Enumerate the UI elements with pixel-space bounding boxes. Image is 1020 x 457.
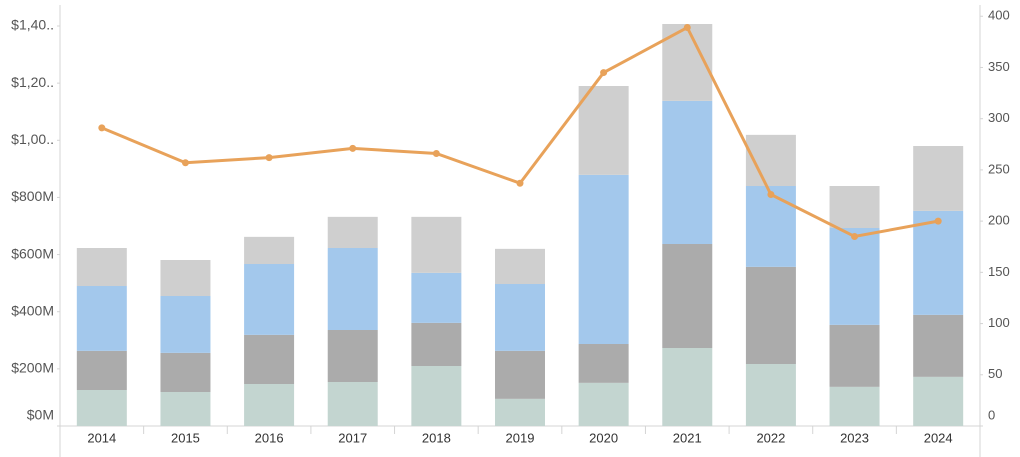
y-tick-label: $0M bbox=[27, 407, 54, 423]
line-point bbox=[767, 190, 775, 198]
bar-segment bbox=[578, 86, 629, 175]
bar-segment bbox=[244, 236, 295, 264]
bar-segment bbox=[829, 186, 880, 228]
bar-segment bbox=[160, 296, 211, 353]
bar-segment bbox=[76, 248, 127, 286]
bar-segment bbox=[160, 352, 211, 392]
line-point bbox=[600, 69, 608, 77]
line-point bbox=[349, 144, 357, 152]
bar-segment bbox=[244, 384, 295, 426]
bar-segment bbox=[662, 348, 713, 426]
x-tick-label: 2017 bbox=[338, 430, 367, 445]
y-tick-label: $400M bbox=[11, 302, 54, 318]
x-tick-label: 2019 bbox=[506, 430, 535, 445]
bar-segment bbox=[745, 364, 796, 426]
bar-segment bbox=[327, 216, 378, 248]
line-point bbox=[265, 154, 273, 162]
bar-segment bbox=[662, 244, 713, 348]
bar-segment bbox=[495, 398, 545, 426]
bar-segment bbox=[76, 350, 127, 390]
x-tick-label: 2016 bbox=[255, 430, 284, 445]
bar-segment bbox=[327, 248, 378, 330]
bar-segment bbox=[829, 228, 880, 325]
bar-segment bbox=[327, 382, 378, 426]
bar-segment bbox=[495, 350, 545, 399]
bar-segment bbox=[411, 366, 462, 426]
x-tick-label: 2023 bbox=[840, 430, 869, 445]
y2-tick-label: 100 bbox=[988, 315, 1010, 330]
y2-tick-label: 50 bbox=[988, 366, 1002, 381]
line-point bbox=[98, 124, 106, 132]
bar-segment bbox=[411, 272, 462, 323]
bar-segment bbox=[76, 390, 127, 426]
x-tick-label: 2018 bbox=[422, 430, 451, 445]
bar-segment bbox=[76, 286, 127, 351]
y2-tick-label: 0 bbox=[988, 407, 995, 422]
y2-tick-label: 350 bbox=[988, 59, 1010, 74]
y-tick-label: $1,00.. bbox=[11, 131, 54, 147]
x-tick-label: 2024 bbox=[924, 430, 953, 445]
y2-tick-label: 300 bbox=[988, 110, 1010, 125]
line-point bbox=[516, 179, 524, 187]
bar-segment bbox=[829, 324, 880, 387]
bar-segment bbox=[745, 266, 796, 364]
bar-segment bbox=[829, 386, 880, 426]
line-point bbox=[934, 217, 942, 225]
x-tick-label: 2021 bbox=[673, 430, 702, 445]
bar-segment bbox=[495, 284, 545, 351]
bar-segment bbox=[160, 260, 211, 296]
y-tick-label: $200M bbox=[11, 360, 54, 376]
bar-segment bbox=[662, 100, 713, 244]
y2-tick-label: 200 bbox=[988, 213, 1010, 228]
bar-segment bbox=[160, 392, 211, 426]
y-tick-label: $1,40.. bbox=[11, 17, 54, 33]
bar-segment bbox=[913, 314, 964, 377]
bar-segment bbox=[244, 264, 295, 335]
y2-tick-label: 150 bbox=[988, 264, 1010, 279]
x-tick-label: 2022 bbox=[756, 430, 785, 445]
x-tick-label: 2015 bbox=[171, 430, 200, 445]
bar-segment bbox=[745, 186, 796, 267]
x-tick-label: 2014 bbox=[87, 430, 116, 445]
line-point bbox=[181, 159, 189, 167]
bar-segment bbox=[411, 322, 462, 366]
bar-segment bbox=[913, 210, 964, 315]
y-tick-label: $1,20.. bbox=[11, 74, 54, 90]
bar-segment bbox=[327, 330, 378, 382]
line bbox=[101, 25, 939, 239]
y2-tick-label: 250 bbox=[988, 161, 1010, 176]
y-tick-label: $800M bbox=[11, 188, 54, 204]
bar-segment bbox=[913, 146, 964, 211]
bar-segment bbox=[411, 216, 462, 273]
bar-segment bbox=[578, 382, 629, 426]
line-point bbox=[683, 24, 691, 32]
bar-segment bbox=[495, 248, 545, 284]
line-point bbox=[432, 150, 440, 158]
y-tick-label: $600M bbox=[11, 245, 54, 261]
y2-tick-label: 400 bbox=[988, 8, 1010, 23]
bar-segment bbox=[244, 334, 295, 384]
bar-segment bbox=[913, 376, 964, 426]
line-point bbox=[851, 232, 859, 240]
x-tick-label: 2020 bbox=[589, 430, 618, 445]
bar-segment bbox=[578, 174, 629, 344]
bar-segment bbox=[578, 344, 629, 383]
